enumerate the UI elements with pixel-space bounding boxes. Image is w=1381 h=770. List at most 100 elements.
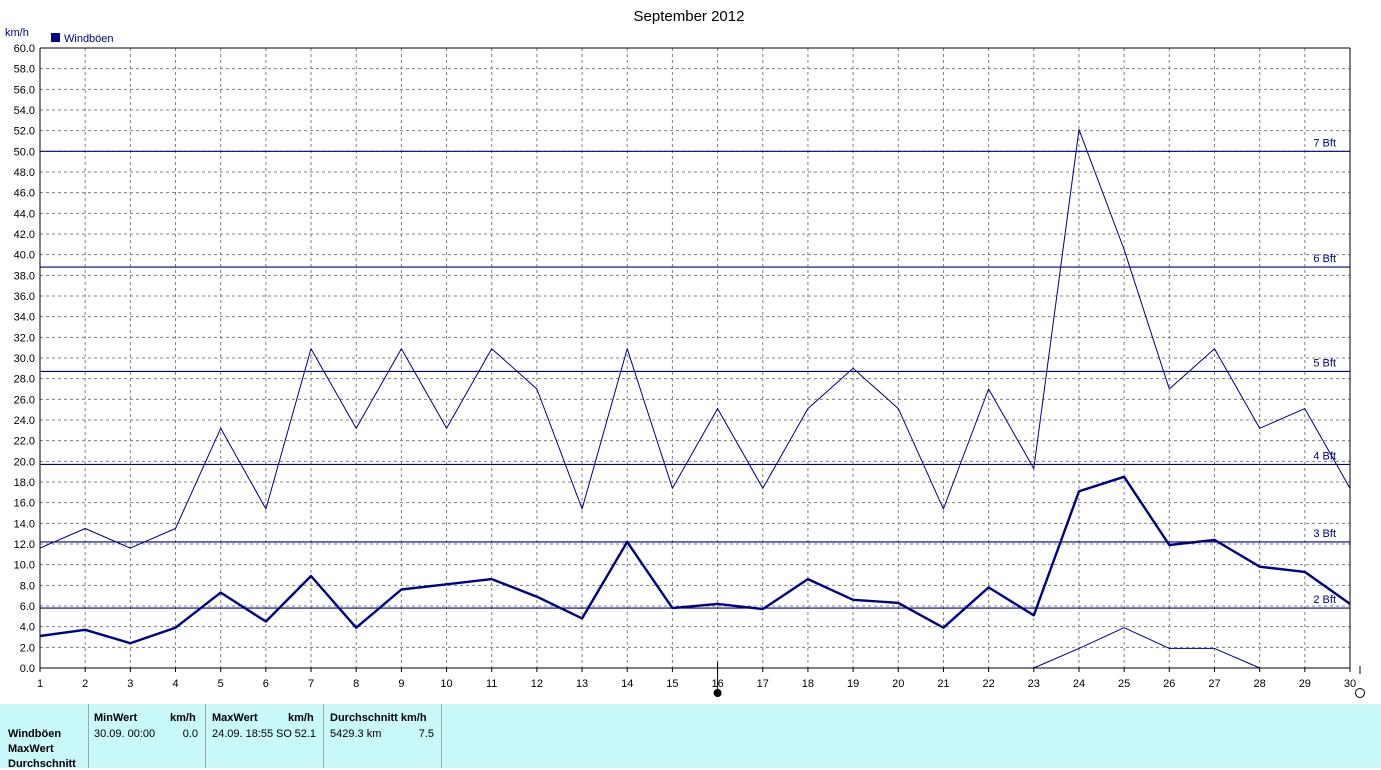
y-tick-label: 54.0 (14, 105, 35, 117)
separator (441, 704, 442, 768)
x-tick-label: 30 (1344, 678, 1356, 690)
x-tick-label: 14 (621, 678, 633, 690)
y-tick-label: 2.0 (20, 642, 35, 654)
x-tick-label: 29 (1299, 678, 1311, 690)
y-axis-unit: km/h (5, 27, 29, 39)
x-tick-label: 23 (1028, 678, 1040, 690)
y-tick-label: 22.0 (14, 436, 35, 448)
x-tick-label: 6 (263, 678, 269, 690)
min-header: MinWert (94, 712, 138, 724)
y-tick-label: 44.0 (14, 208, 35, 220)
y-tick-label: 18.0 (14, 477, 35, 489)
min-date: 30.09. 00:00 (94, 728, 156, 740)
row-label-windboeen: Windböen (8, 728, 62, 740)
grid (40, 48, 1350, 668)
reference-line-label: 5 Bft (1313, 357, 1336, 369)
x-tick-label: 17 (757, 678, 769, 690)
reference-line-label: 3 Bft (1313, 528, 1336, 540)
separator (205, 704, 206, 768)
legend-swatch (51, 33, 60, 42)
y-tick-label: 34.0 (14, 312, 35, 324)
x-tick-label: 22 (982, 678, 994, 690)
y-tick-label: 28.0 (14, 374, 35, 386)
statistics-panel: Windböen MaxWert Durchschnitt MinWert km… (0, 704, 1381, 770)
row-label-maxwert: MaxWert (8, 743, 54, 755)
x-tick-label: 8 (353, 678, 359, 690)
y-tick-label: 58.0 (14, 64, 35, 76)
separator (323, 704, 324, 768)
x-tick-label: 12 (531, 678, 543, 690)
avg-distance: 5429.3 km (330, 728, 382, 740)
series-line-gust-min (1033, 627, 1260, 669)
middle-marker-dot (713, 689, 722, 697)
y-tick-label: 46.0 (14, 188, 35, 200)
y-tick-label: 32.0 (14, 332, 35, 344)
separator (88, 704, 89, 768)
y-tick-label: 6.0 (20, 601, 35, 613)
y-tick-label: 14.0 (14, 518, 35, 530)
x-tick-label: 13 (576, 678, 588, 690)
end-marker-circle (1355, 688, 1365, 698)
avg-header: Durchschnitt km/h (330, 712, 427, 724)
x-tick-label: 4 (172, 678, 178, 690)
y-tick-label: 8.0 (20, 580, 35, 592)
x-tick-label: 1 (37, 678, 43, 690)
x-tick-label: 3 (127, 678, 133, 690)
x-tick-label: 9 (398, 678, 404, 690)
series-line-gust-average (39, 475, 1351, 645)
reference-line-label: 2 Bft (1313, 594, 1336, 606)
y-tick-label: 40.0 (14, 250, 35, 262)
y-tick-label: 42.0 (14, 229, 35, 241)
max-unit: km/h (288, 712, 314, 724)
axes: 0.0 2.0 4.0 6.0 8.0 10.0 12.0 14.0 16.0 18.0 20.0 2… (14, 43, 1357, 690)
row-label-durchschnitt: Durchschnitt (8, 758, 76, 770)
y-tick-label: 38.0 (14, 270, 35, 282)
reference-line-label: 4 Bft (1313, 450, 1336, 462)
x-tick-label: 19 (847, 678, 859, 690)
y-tick-label: 12.0 (14, 539, 35, 551)
min-value: 0.0 (182, 728, 198, 740)
y-tick-label: 4.0 (20, 622, 35, 634)
y-tick-label: 48.0 (14, 167, 35, 179)
y-tick-label: 26.0 (14, 394, 35, 406)
axis-markers (713, 662, 1365, 698)
y-tick-label: 60.0 (14, 43, 35, 55)
x-tick-label: 7 (308, 678, 314, 690)
max-value: 52.1 (294, 728, 316, 740)
y-tick-label: 0.0 (20, 663, 35, 675)
y-tick-label: 16.0 (14, 498, 35, 510)
max-date: 24.09. 18:55 (212, 728, 274, 740)
y-tick-label: 56.0 (14, 84, 35, 96)
x-tick-label: 28 (1254, 678, 1266, 690)
chart-title: September 2012 (634, 8, 745, 25)
min-unit: km/h (170, 712, 196, 724)
y-tick-label: 30.0 (14, 353, 35, 365)
beaufort-reference-lines: 2 Bft 3 Bft 4 Bft 5 Bft 6 Bft 7 Bft (40, 137, 1350, 609)
wind-gust-chart: September 2012 km/h Windböen 2 Bft 3 Bft 4… (5, 8, 1365, 698)
reference-line-label: 6 Bft (1313, 253, 1336, 265)
y-tick-label: 20.0 (14, 456, 35, 468)
x-tick-label: 15 (666, 678, 678, 690)
x-tick-label: 11 (486, 678, 497, 690)
x-tick-label: 5 (218, 678, 224, 690)
y-tick-label: 52.0 (14, 126, 35, 138)
y-tick-label: 36.0 (14, 291, 35, 303)
x-tick-label: 25 (1118, 678, 1130, 690)
series-line-gust-max (39, 129, 1351, 549)
y-tick-label: 24.0 (14, 415, 35, 427)
x-tick-label: 24 (1073, 678, 1085, 690)
legend-label: Windböen (64, 33, 114, 45)
x-tick-label: 21 (937, 678, 949, 690)
reference-line-label: 7 Bft (1313, 137, 1336, 149)
max-header: MaxWert (212, 712, 258, 724)
series-group (39, 129, 1351, 669)
x-tick-label: 20 (892, 678, 904, 690)
x-tick-label: 2 (82, 678, 88, 690)
x-tick-label: 26 (1163, 678, 1175, 690)
x-tick-label: 18 (802, 678, 814, 690)
max-direction: SO (276, 728, 292, 740)
y-tick-label: 50.0 (14, 146, 35, 158)
x-tick-label: 27 (1208, 678, 1220, 690)
avg-value: 7.5 (418, 728, 434, 740)
y-tick-label: 10.0 (14, 560, 35, 572)
